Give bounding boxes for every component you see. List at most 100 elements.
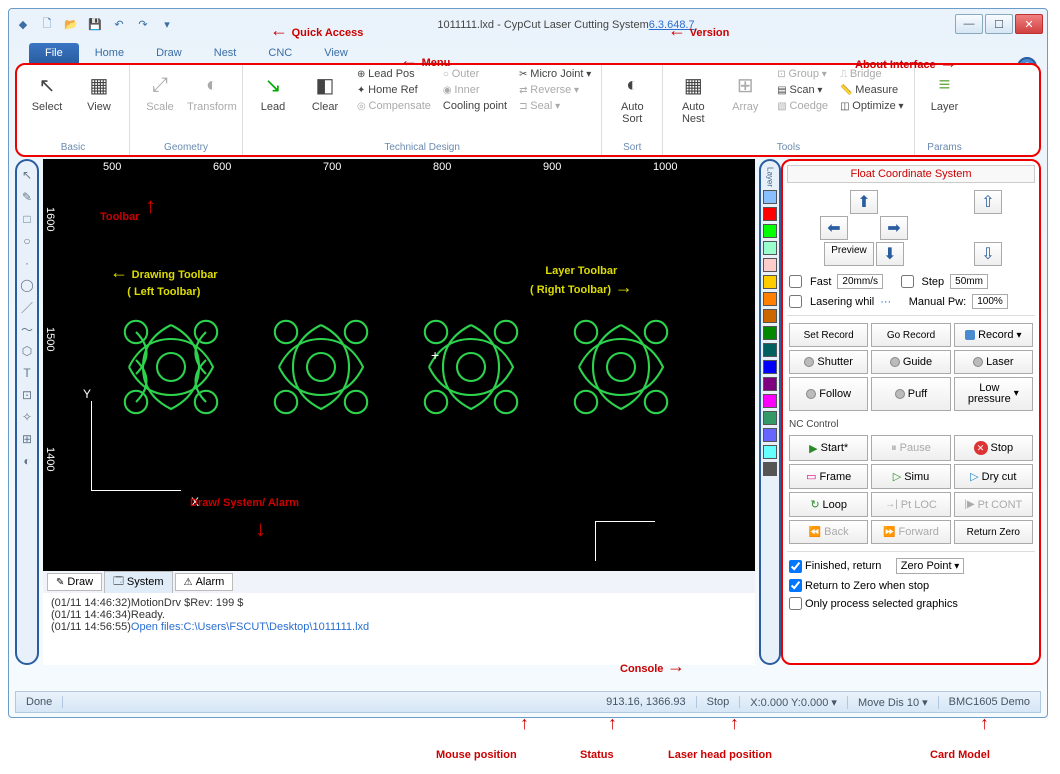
tab-draw[interactable]: ✎ Draw [47, 573, 102, 591]
jog-down-button[interactable]: ⬇ [876, 242, 904, 266]
jog-up-button[interactable]: ⬆ [850, 190, 878, 214]
tool-5[interactable]: · [19, 255, 35, 271]
close-button[interactable]: ✕ [1015, 14, 1043, 34]
status-move-dis[interactable]: Move Dis 10 ▾ [848, 696, 939, 709]
return-zero-button[interactable]: Return Zero [954, 520, 1033, 544]
qat-more-icon[interactable]: ▾ [157, 14, 177, 34]
z-up-button[interactable]: ⇧ [974, 190, 1002, 214]
layer-swatch[interactable] [763, 343, 777, 357]
reverse-button[interactable]: ⇄ Reverse ▾ [515, 83, 595, 97]
tool-14[interactable]: ◐ [19, 453, 35, 469]
select-button[interactable]: ↖Select [23, 67, 71, 117]
clear-button[interactable]: ◧Clear [301, 67, 349, 117]
tool-3[interactable]: □ [19, 211, 35, 227]
qat-undo-icon[interactable]: ↶ [109, 14, 129, 34]
layer-swatch[interactable] [763, 292, 777, 306]
layer-swatch[interactable] [763, 377, 777, 391]
scan-button[interactable]: ▤ Scan ▾ [773, 83, 832, 97]
tool-2[interactable]: ✎ [19, 189, 35, 205]
menu-nest[interactable]: Nest [198, 43, 253, 63]
layer-swatch[interactable] [763, 462, 777, 476]
jog-left-button[interactable]: ⬅ [820, 216, 848, 240]
tab-system[interactable]: 🗔 System [104, 571, 173, 594]
tool-13[interactable]: ⊞ [19, 431, 35, 447]
tool-11[interactable]: ⊡ [19, 387, 35, 403]
drawing-canvas[interactable]: + Y X [61, 177, 755, 571]
start-button[interactable]: ▶Start* [789, 435, 868, 461]
layer-swatch[interactable] [763, 326, 777, 340]
qat-open-icon[interactable]: 📂 [61, 14, 81, 34]
tool-1[interactable]: ↖ [19, 167, 35, 183]
return-zero-checkbox[interactable] [789, 579, 802, 592]
z-down-button[interactable]: ⇩ [974, 242, 1002, 266]
inner-button[interactable]: ◉ Inner [439, 83, 511, 97]
jog-right-button[interactable]: ➡ [880, 216, 908, 240]
group-button[interactable]: ⊡ Group ▾ [773, 67, 832, 81]
step-checkbox[interactable] [901, 275, 914, 288]
lasering-checkbox[interactable] [789, 295, 802, 308]
qat-new-icon[interactable]: 🗋 [37, 14, 57, 34]
autonest-button[interactable]: ▦Auto Nest [669, 67, 717, 129]
layer-swatch[interactable] [763, 275, 777, 289]
qat-app-icon[interactable]: ◆ [13, 14, 33, 34]
set-record-button[interactable]: Set Record [789, 323, 868, 347]
transform-button[interactable]: ◐Transform [188, 67, 236, 117]
layer-swatch[interactable] [763, 207, 777, 221]
autosort-button[interactable]: ◐Auto Sort [608, 67, 656, 129]
homeref-button[interactable]: ✦ Home Ref [353, 83, 435, 97]
preview-button[interactable]: Preview [824, 242, 874, 266]
view-button[interactable]: ▦View [75, 67, 123, 117]
simu-button[interactable]: ▷Simu [871, 464, 950, 489]
qat-redo-icon[interactable]: ↷ [133, 14, 153, 34]
scale-button[interactable]: ⤢Scale [136, 67, 184, 117]
tool-10[interactable]: T [19, 365, 35, 381]
coedge-button[interactable]: ▧ Coedge [773, 99, 832, 113]
record-button[interactable]: Record▾ [954, 323, 1033, 347]
tool-12[interactable]: ✧ [19, 409, 35, 425]
only-selected-checkbox[interactable] [789, 597, 802, 610]
tool-6[interactable]: ◯ [19, 277, 35, 293]
back-button[interactable]: ⏪ Back [789, 520, 868, 544]
layer-swatch[interactable] [763, 394, 777, 408]
lead-button[interactable]: ↘Lead [249, 67, 297, 117]
maximize-button[interactable]: ☐ [985, 14, 1013, 34]
guide-button[interactable]: Guide [871, 350, 950, 374]
microjoint-button[interactable]: ✂ Micro Joint ▾ [515, 67, 595, 81]
tool-9[interactable]: ⬡ [19, 343, 35, 359]
pt-cont-button[interactable]: |▶ Pt CONT [954, 492, 1033, 517]
fast-value[interactable]: 20mm/s [837, 274, 883, 289]
cooling-button[interactable]: Cooling point [439, 99, 511, 113]
status-laser-pos[interactable]: X:0.000 Y:0.000 ▾ [740, 696, 848, 709]
tab-alarm[interactable]: ⚠ Alarm [175, 573, 234, 591]
follow-button[interactable]: Follow [789, 377, 868, 411]
go-record-button[interactable]: Go Record [871, 323, 950, 347]
bridge-button[interactable]: ⎍ Bridge [836, 67, 907, 81]
laser-button[interactable]: Laser [954, 350, 1033, 374]
measure-button[interactable]: 📏 Measure [836, 83, 907, 97]
forward-button[interactable]: ⏩ Forward [871, 520, 950, 544]
layer-swatch[interactable] [763, 224, 777, 238]
zero-point-select[interactable]: Zero Point ▾ [896, 558, 965, 574]
puff-button[interactable]: Puff [871, 377, 950, 411]
layer-button[interactable]: ≡Layer [921, 67, 969, 117]
tool-7[interactable]: ／ [19, 299, 35, 315]
coord-system-select[interactable]: Float Coordinate System [787, 165, 1035, 183]
pt-loc-button[interactable]: →| Pt LOC [871, 492, 950, 517]
qat-save-icon[interactable]: 💾 [85, 14, 105, 34]
finished-checkbox[interactable] [789, 560, 802, 573]
stop-button[interactable]: ✕Stop [954, 435, 1033, 461]
outer-button[interactable]: ○ Outer [439, 67, 511, 81]
seal-button[interactable]: ⊐ Seal ▾ [515, 99, 595, 113]
shutter-button[interactable]: Shutter [789, 350, 868, 374]
log-link[interactable]: Open files:C:\Users\FSCUT\Desktop\101111… [131, 621, 369, 633]
pause-button[interactable]: ⏸Pause [871, 435, 950, 461]
layer-swatch[interactable] [763, 360, 777, 374]
array-button[interactable]: ⊞Array [721, 67, 769, 117]
layer-swatch[interactable] [763, 190, 777, 204]
frame-button[interactable]: ▭Frame [789, 464, 868, 489]
layer-swatch[interactable] [763, 445, 777, 459]
leadpos-button[interactable]: ⊕ Lead Pos [353, 67, 435, 81]
menu-cnc[interactable]: CNC [252, 43, 308, 63]
manual-pw-value[interactable]: 100% [972, 294, 1008, 309]
layer-swatch[interactable] [763, 411, 777, 425]
